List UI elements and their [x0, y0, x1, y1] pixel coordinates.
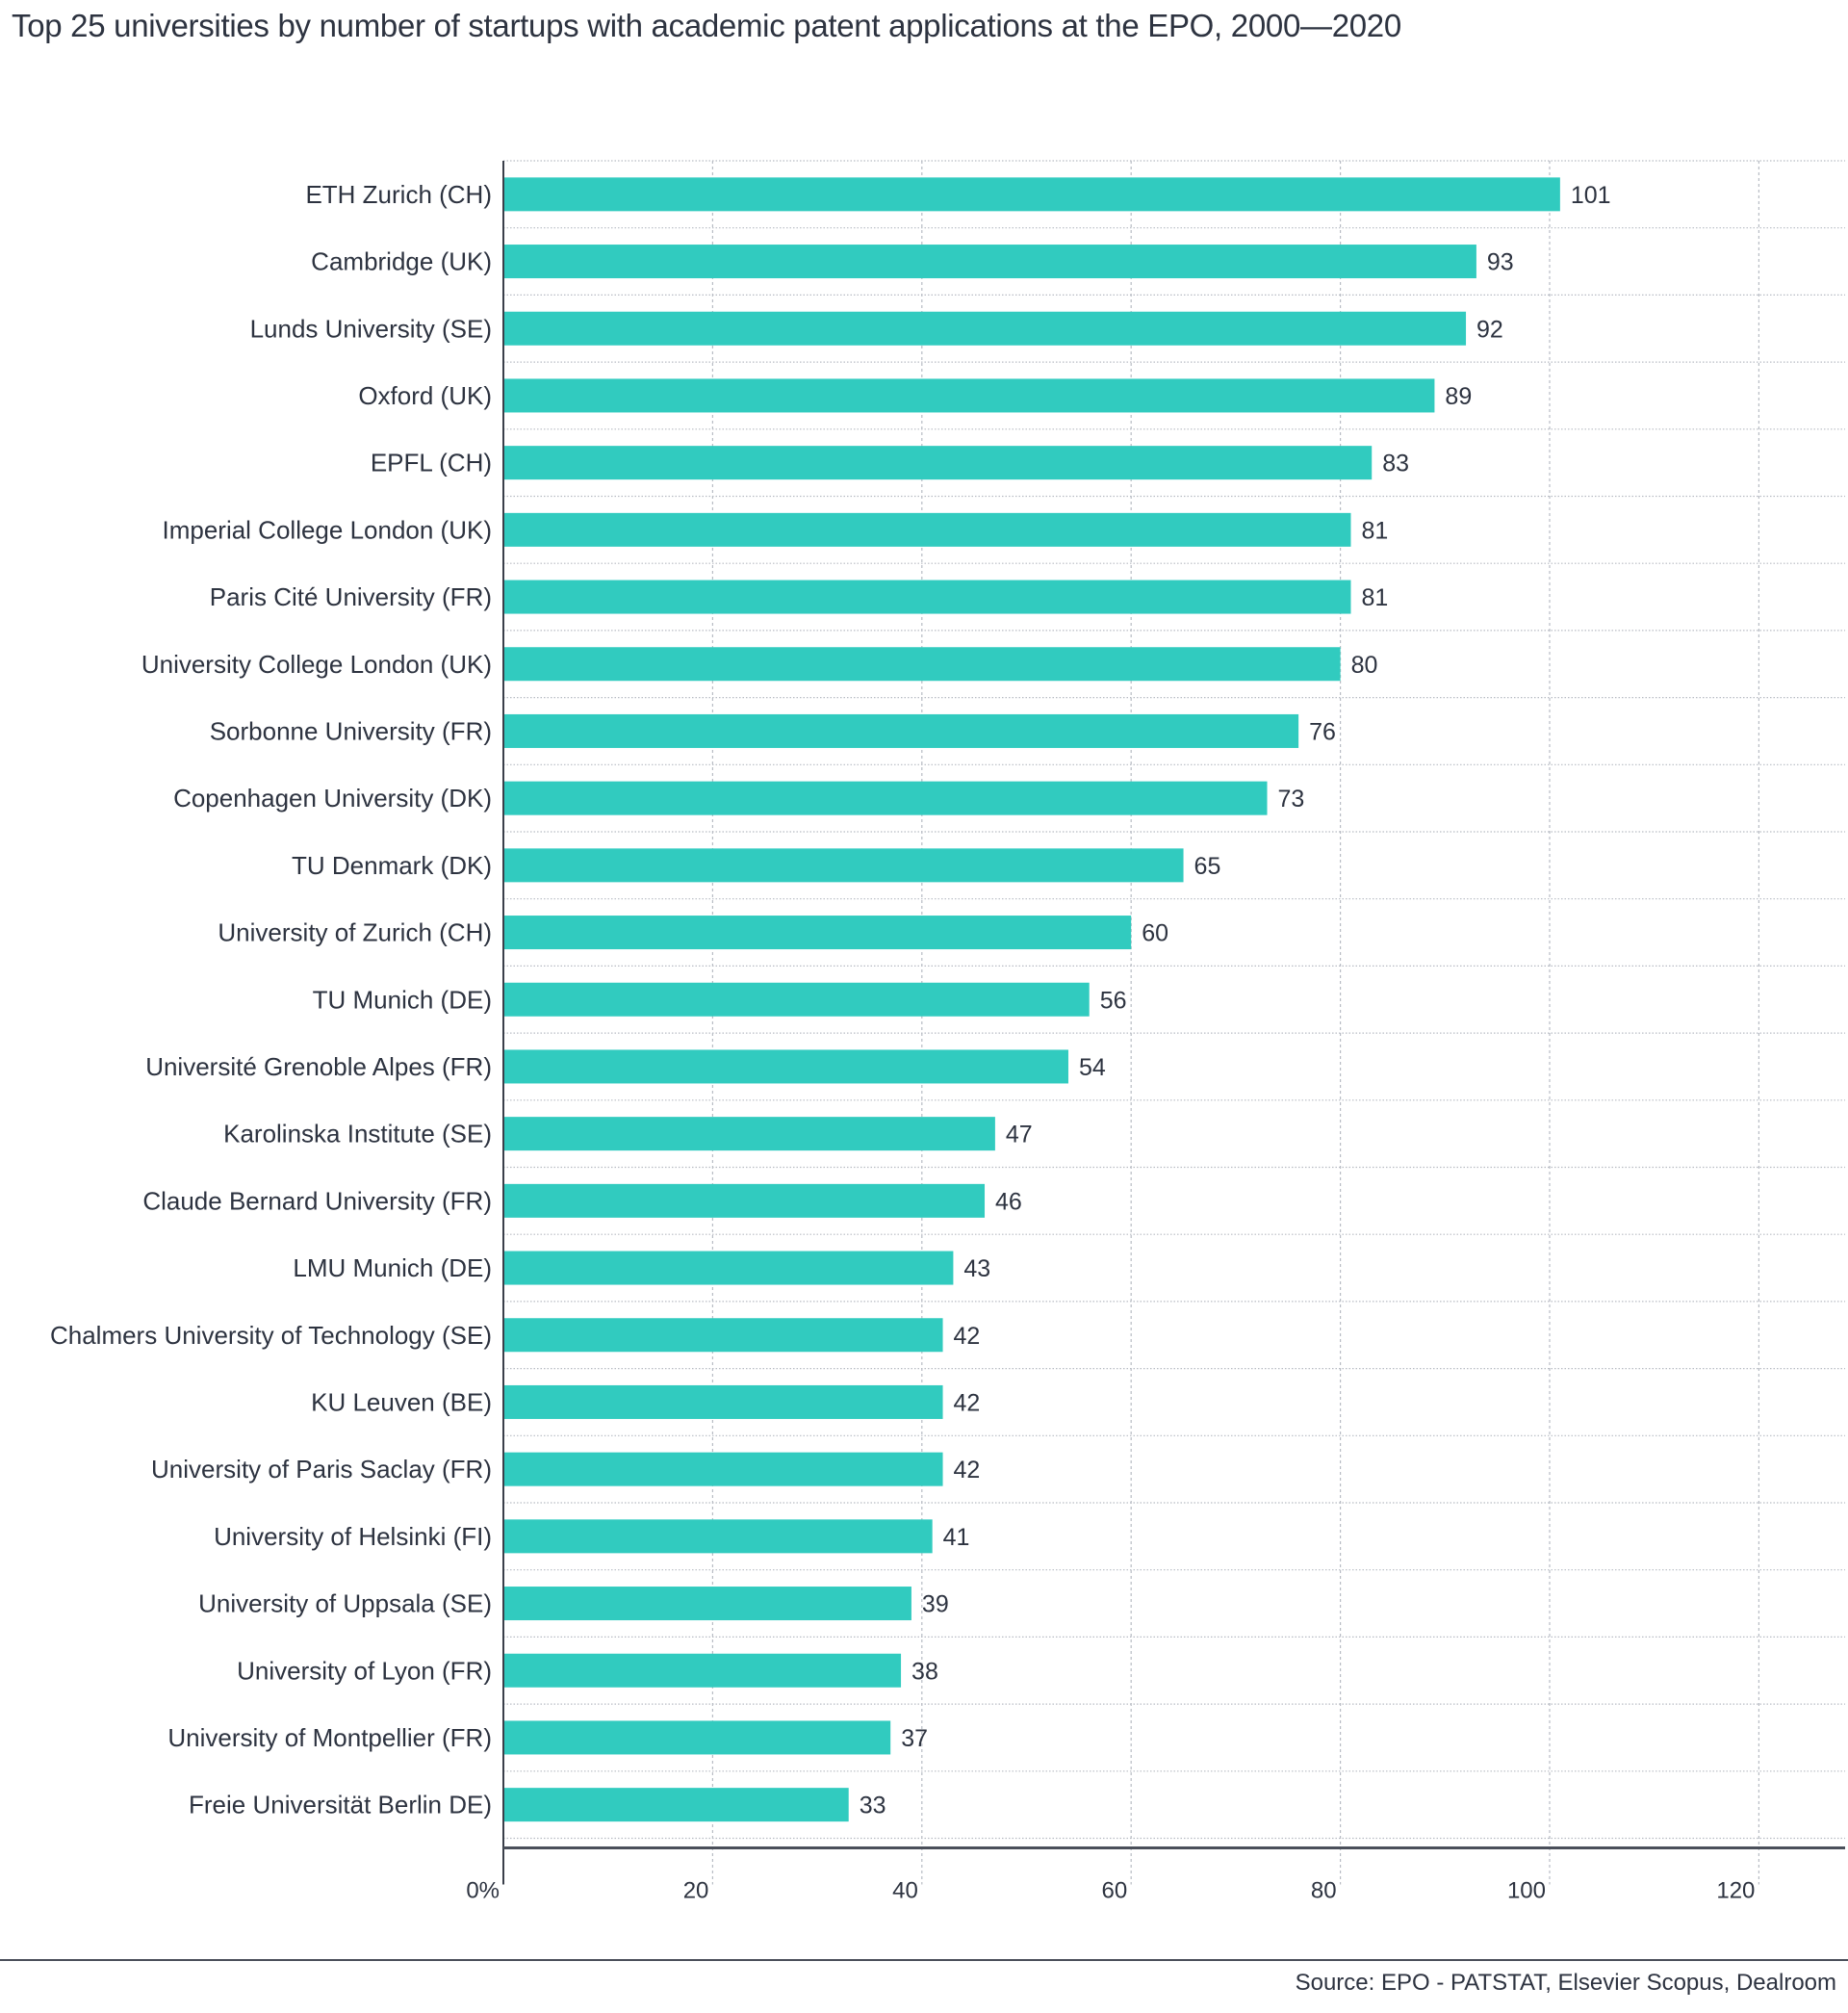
category-label: Freie Universität Berlin DE) [189, 1791, 492, 1819]
bar [503, 1788, 849, 1821]
bar [503, 1385, 943, 1419]
bar [503, 1184, 985, 1218]
category-label: EPFL (CH) [371, 449, 492, 477]
bar [503, 312, 1466, 346]
x-tick-label: 120 [1716, 1878, 1755, 1904]
data-label: 76 [1309, 718, 1336, 745]
bar [503, 1252, 953, 1285]
bar [503, 1318, 943, 1352]
source-note: Source: EPO - PATSTAT, Elsevier Scopus, … [1296, 1970, 1836, 1997]
data-label: 42 [954, 1323, 981, 1350]
data-label: 56 [1100, 987, 1127, 1014]
category-label: Claude Bernard University (FR) [142, 1186, 492, 1215]
data-label: 39 [922, 1591, 949, 1618]
data-label: 81 [1361, 584, 1388, 611]
category-label: Sorbonne University (FR) [210, 716, 492, 745]
data-label: 81 [1361, 517, 1388, 544]
bar [503, 378, 1434, 412]
bar [503, 581, 1350, 614]
bar [503, 1049, 1068, 1083]
category-label: TU Munich (DE) [313, 985, 492, 1014]
data-label: 42 [954, 1457, 981, 1484]
data-label: 92 [1476, 316, 1503, 343]
data-label: 42 [954, 1389, 981, 1416]
category-label: University of Lyon (FR) [237, 1656, 492, 1685]
bar [503, 1453, 943, 1486]
bar [503, 1587, 911, 1620]
category-label: TU Denmark (DK) [292, 851, 492, 880]
bar [503, 647, 1341, 681]
category-label: Copenhagen University (DK) [173, 784, 492, 813]
category-label: University of Zurich (CH) [218, 918, 492, 947]
bar [503, 1654, 901, 1688]
bar [503, 177, 1560, 211]
data-label: 37 [901, 1725, 928, 1752]
x-tick-label: 20 [683, 1878, 709, 1904]
category-label: Imperial College London (UK) [162, 515, 492, 544]
data-label: 80 [1351, 652, 1378, 679]
bar [503, 1519, 933, 1553]
data-label: 101 [1571, 182, 1611, 209]
bar [503, 714, 1298, 748]
x-tick-label: 80 [1311, 1878, 1337, 1904]
data-label: 38 [911, 1658, 938, 1685]
bar [503, 1117, 995, 1150]
data-label: 93 [1487, 249, 1514, 276]
x-tick-label: 100 [1507, 1878, 1546, 1904]
bar-chart: 0% 20 40 60 80 100 120 ETH Zurich (CH) 101 Cambri… [0, 0, 1848, 1925]
data-label: 33 [860, 1793, 886, 1819]
category-label: KU Leuven (BE) [311, 1387, 492, 1416]
category-label: Cambridge (UK) [311, 247, 492, 276]
bar [503, 916, 1131, 949]
category-label: University of Paris Saclay (FR) [151, 1455, 492, 1484]
category-label: Karolinska Institute (SE) [223, 1120, 492, 1148]
x-tick-label: 0% [466, 1878, 500, 1904]
category-label: Paris Cité University (FR) [210, 582, 492, 611]
category-label: University of Uppsala (SE) [198, 1589, 492, 1618]
data-label: 43 [963, 1255, 990, 1282]
bar [503, 782, 1268, 815]
data-label: 60 [1142, 920, 1168, 947]
data-label: 89 [1445, 383, 1472, 410]
data-label: 54 [1079, 1054, 1106, 1081]
footer-divider [0, 1959, 1848, 1961]
bar [503, 983, 1090, 1017]
x-tick-label: 60 [1101, 1878, 1127, 1904]
data-label: 73 [1278, 786, 1305, 813]
category-label: University of Helsinki (FI) [214, 1522, 492, 1551]
data-label: 41 [943, 1524, 970, 1551]
bar [503, 245, 1476, 278]
bar [503, 1720, 890, 1754]
category-label: Oxford (UK) [358, 381, 492, 410]
bar [503, 848, 1184, 882]
data-label: 46 [995, 1188, 1022, 1215]
data-label: 83 [1382, 451, 1409, 477]
category-label: University College London (UK) [141, 650, 492, 679]
data-label: 65 [1194, 853, 1221, 880]
bar [503, 513, 1350, 547]
category-label: Chalmers University of Technology (SE) [50, 1321, 492, 1350]
bar [503, 446, 1372, 479]
category-label: Lunds University (SE) [250, 314, 492, 343]
category-label: University of Montpellier (FR) [167, 1723, 492, 1752]
category-label: LMU Munich (DE) [293, 1253, 492, 1282]
category-label: Université Grenoble Alpes (FR) [145, 1052, 492, 1081]
x-tick-label: 40 [892, 1878, 918, 1904]
category-label: ETH Zurich (CH) [305, 180, 492, 209]
data-label: 47 [1006, 1122, 1033, 1148]
